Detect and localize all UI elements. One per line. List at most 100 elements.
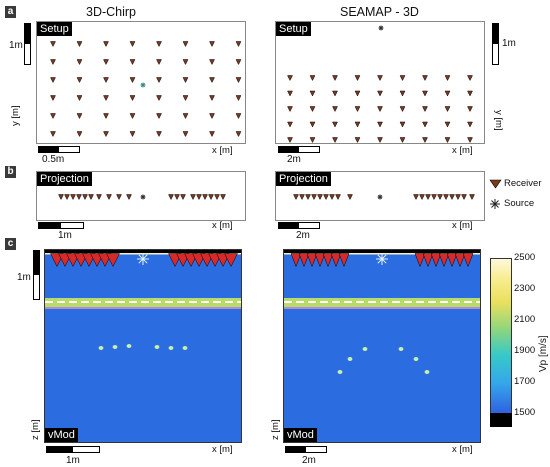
receiver-marker (180, 194, 186, 201)
receiver-marker (309, 90, 316, 97)
colorbar-tick-0: 2500 (514, 252, 536, 263)
receiver-marker (76, 95, 83, 102)
receiver-marker (182, 59, 189, 66)
receiver-grid-chirp (50, 41, 242, 138)
receiver-marker (190, 194, 196, 201)
receiver-marker (182, 95, 189, 102)
receiver-marker (431, 194, 437, 201)
receiver-marker (235, 59, 242, 66)
model-receiver-marker (224, 253, 238, 268)
receiver-marker (50, 41, 56, 48)
receiver-marker (332, 106, 338, 113)
receiver-marker (347, 194, 353, 201)
model-receiver-marker (314, 253, 326, 268)
layer-base (284, 307, 480, 309)
receiver-marker (467, 137, 473, 143)
receiver-marker (50, 59, 56, 66)
receiver-marker (467, 75, 473, 82)
receiver-marker (443, 194, 449, 201)
model-receiver-marker (462, 253, 474, 268)
receiver-marker (399, 90, 406, 97)
scale-bar-a-left-h (38, 146, 80, 153)
legend-source-icon (490, 199, 500, 209)
model-receiver-marker (290, 253, 302, 268)
receiver-marker (467, 90, 473, 97)
receiver-marker (332, 137, 338, 143)
receiver-marker (209, 113, 215, 120)
receiver-marker (126, 194, 132, 201)
colorbar-tick-5: 1500 (514, 407, 536, 418)
colorbar-min-block (490, 413, 512, 427)
scatterer-point (126, 344, 132, 348)
receiver-marker (103, 59, 109, 66)
receiver-marker (332, 90, 338, 97)
receiver-marker (449, 194, 455, 201)
receiver-marker (129, 113, 136, 120)
receiver-marker (377, 106, 383, 113)
receiver-marker (76, 113, 83, 120)
receiver-marker (209, 41, 215, 48)
receiver-marker (287, 90, 293, 97)
receiver-marker (422, 121, 428, 128)
model-receiver-marker (322, 253, 334, 268)
receiver-marker (419, 194, 425, 201)
receiver-marker (444, 121, 451, 128)
colorbar-tick-4: 1700 (514, 376, 536, 387)
setup-panel-seamap: Setup (275, 21, 485, 144)
z-axis-label-c-left: z [m] (30, 419, 41, 440)
x-axis-label-b-right: x [m] (452, 220, 473, 231)
x-axis-label-a-left: x [m] (212, 145, 233, 156)
receiver-marker (444, 106, 451, 113)
layer-base (45, 307, 241, 309)
receiver-marker (156, 77, 162, 84)
receiver-marker (444, 90, 451, 97)
receiver-marker (354, 75, 361, 82)
receiver-marker (461, 194, 467, 201)
receiver-marker (156, 113, 162, 120)
receiver-marker (413, 194, 419, 201)
receiver-marker (70, 194, 76, 201)
scale-bar-b-left-h (38, 222, 84, 229)
receiver-marker (309, 137, 316, 143)
vmod-tag-right: vMod (284, 428, 317, 442)
scale-label-c-right-h: 2m (302, 455, 316, 466)
receiver-marker (329, 194, 335, 201)
model-receiver-marker (454, 253, 466, 268)
receiver-marker (76, 131, 83, 138)
receiver-marker (467, 106, 473, 113)
receiver-grid-seamap (287, 25, 473, 143)
receiver-marker (76, 194, 82, 201)
scale-bar-c-right-h (285, 446, 327, 453)
receiver-marker (156, 95, 162, 102)
projection-tag-left: Projection (37, 172, 92, 186)
receiver-marker (182, 41, 189, 48)
source-marker (140, 82, 146, 88)
source-marker (377, 194, 383, 200)
model-receiver-marker (298, 253, 310, 268)
receiver-marker (209, 59, 215, 66)
projection-tag-right: Projection (276, 172, 331, 186)
receiver-marker (129, 41, 136, 48)
receiver-marker (323, 194, 329, 201)
receiver-marker (196, 194, 202, 201)
model-receiver-marker (430, 253, 442, 268)
receiver-marker (103, 77, 109, 84)
receiver-marker (58, 194, 64, 201)
scale-bar-c-left-v (33, 250, 40, 300)
receiver-marker (287, 137, 293, 143)
receiver-marker (50, 77, 56, 84)
scale-bar-a-left-v (24, 23, 31, 65)
scale-label-b-right-h: 2m (296, 230, 310, 241)
receiver-marker (208, 194, 214, 201)
receiver-marker (287, 75, 293, 82)
scale-bar-c-left-h (46, 446, 100, 453)
receiver-marker (422, 75, 428, 82)
velocity-model-graphic-seamap (284, 250, 480, 374)
receiver-marker (455, 194, 461, 201)
receiver-marker (88, 194, 94, 201)
receiver-marker (129, 59, 136, 66)
setup-tag-right: Setup (276, 22, 311, 36)
colorbar-tick-3: 1900 (514, 345, 536, 356)
receiver-marker (50, 131, 56, 138)
x-axis-label-c-left: x [m] (212, 444, 233, 455)
